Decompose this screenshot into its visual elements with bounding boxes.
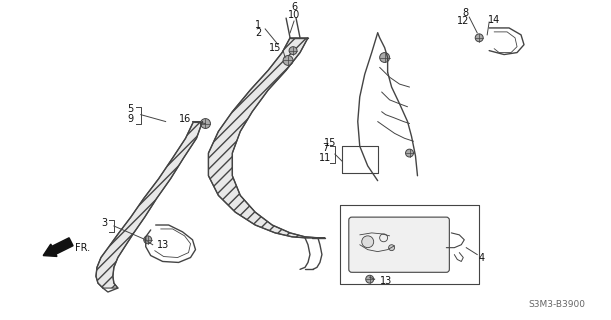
Text: 1: 1 xyxy=(255,20,262,30)
Text: 15: 15 xyxy=(324,138,336,148)
FancyBboxPatch shape xyxy=(349,217,449,272)
Text: 11: 11 xyxy=(319,153,331,163)
Text: 13: 13 xyxy=(156,240,169,250)
Text: 6: 6 xyxy=(291,2,297,12)
Circle shape xyxy=(389,245,395,251)
Circle shape xyxy=(406,149,414,157)
Text: 5: 5 xyxy=(128,104,134,114)
Circle shape xyxy=(144,236,152,244)
Circle shape xyxy=(200,119,210,128)
Text: 16: 16 xyxy=(180,114,192,124)
Text: 9: 9 xyxy=(128,114,134,124)
Text: 13: 13 xyxy=(379,276,392,286)
Text: 15: 15 xyxy=(269,43,281,53)
Circle shape xyxy=(475,34,483,42)
Circle shape xyxy=(379,52,390,62)
FancyArrow shape xyxy=(43,238,73,256)
Text: FR.: FR. xyxy=(75,243,90,253)
Text: 8: 8 xyxy=(462,8,469,18)
Text: 4: 4 xyxy=(478,252,485,262)
Circle shape xyxy=(283,56,293,65)
Circle shape xyxy=(366,275,374,283)
Text: 14: 14 xyxy=(488,15,500,25)
Text: 7: 7 xyxy=(322,143,328,153)
Text: S3M3-B3900: S3M3-B3900 xyxy=(529,300,585,309)
Polygon shape xyxy=(208,38,325,238)
Text: 3: 3 xyxy=(101,218,107,228)
Text: 2: 2 xyxy=(255,28,262,38)
Text: 10: 10 xyxy=(288,10,300,20)
Circle shape xyxy=(362,236,374,248)
Text: 12: 12 xyxy=(457,16,469,26)
Circle shape xyxy=(289,47,297,54)
Polygon shape xyxy=(96,122,202,288)
